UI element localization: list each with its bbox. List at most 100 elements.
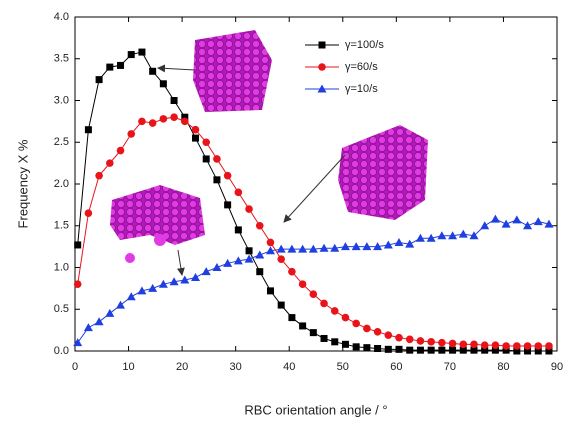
data-point [426,233,436,242]
data-point [480,221,490,230]
data-point [245,247,253,255]
data-point [524,347,532,355]
legend-marker [318,63,326,71]
data-point [394,237,404,246]
data-point [480,341,489,349]
data-point [502,346,510,354]
y-tick-label: 0.0 [54,345,69,357]
data-point [320,299,328,308]
data-point [255,221,264,230]
data-point [74,241,82,249]
data-point [449,346,457,354]
data-point [95,171,103,180]
data-point [116,300,126,309]
data-point [149,67,157,75]
data-point [105,308,115,317]
y-tick-label: 0.5 [54,303,69,315]
data-point [202,138,211,147]
data-point [458,229,468,238]
data-point [513,342,521,350]
y-axis-label: Frequency X % [15,139,30,228]
data-point [180,117,189,126]
data-point [395,345,403,353]
data-point [83,323,93,332]
data-point [544,219,554,228]
data-point [341,313,350,322]
data-point [265,246,275,255]
data-point [320,334,328,342]
data-point [427,346,435,354]
y-tick-label: 4.0 [54,11,69,23]
data-point [427,338,435,346]
legend-label: γ=100/s [345,39,384,51]
data-point [158,279,168,288]
inset-images [110,30,428,276]
data-point [288,267,296,276]
data-point [406,346,414,354]
y-tick-label: 1.5 [54,220,69,232]
data-point [534,342,543,350]
data-point [331,338,339,346]
data-point [448,339,457,348]
data-point [416,337,425,345]
x-tick-label: 20 [176,361,188,373]
data-point [448,231,458,240]
data-point [352,319,360,328]
legend-marker [317,84,327,93]
y-tick-label: 2.5 [54,136,69,148]
data-point [405,239,415,248]
data-point [373,242,383,251]
data-point [137,286,147,295]
data-point [383,240,393,249]
data-point [266,238,275,247]
data-point [84,209,93,218]
y-tick-label: 2.0 [54,178,69,190]
x-tick-label: 60 [390,361,402,373]
data-point [255,250,265,259]
data-point [169,277,179,286]
data-point [159,115,168,123]
data-point [159,80,167,88]
data-point [94,317,104,326]
data-point [491,346,499,354]
x-tick-label: 0 [72,361,78,373]
data-point [341,340,349,348]
data-point [288,314,296,322]
data-point [138,48,146,56]
data-point [201,267,211,276]
y-tick-label: 3.5 [54,53,69,65]
data-point [256,268,264,276]
data-point [191,125,200,134]
data-point [170,113,178,121]
data-point [438,346,446,354]
data-point [362,242,372,251]
data-point [127,51,135,59]
data-point [374,344,382,352]
data-point [363,324,371,333]
data-point [534,347,542,355]
data-point [308,244,318,253]
data-point [148,283,158,292]
data-point [459,346,467,354]
data-point [513,347,521,355]
data-point [416,346,424,354]
data-point [545,342,553,350]
x-tick-label: 80 [497,361,509,373]
data-point [148,119,157,127]
data-point [276,244,286,253]
data-point [202,155,210,163]
data-point [299,322,307,330]
data-point [351,242,361,251]
data-point [384,345,392,353]
x-axis-label: RBC orientation angle / ° [244,402,387,417]
x-tick-label: 70 [444,361,456,373]
data-point [298,280,307,289]
legend-marker [318,41,326,49]
data-point [298,244,308,253]
data-point [470,340,478,349]
data-point [373,327,382,336]
data-point [523,342,532,350]
data-point [117,61,125,69]
data-point [106,63,114,71]
data-point [224,201,232,209]
